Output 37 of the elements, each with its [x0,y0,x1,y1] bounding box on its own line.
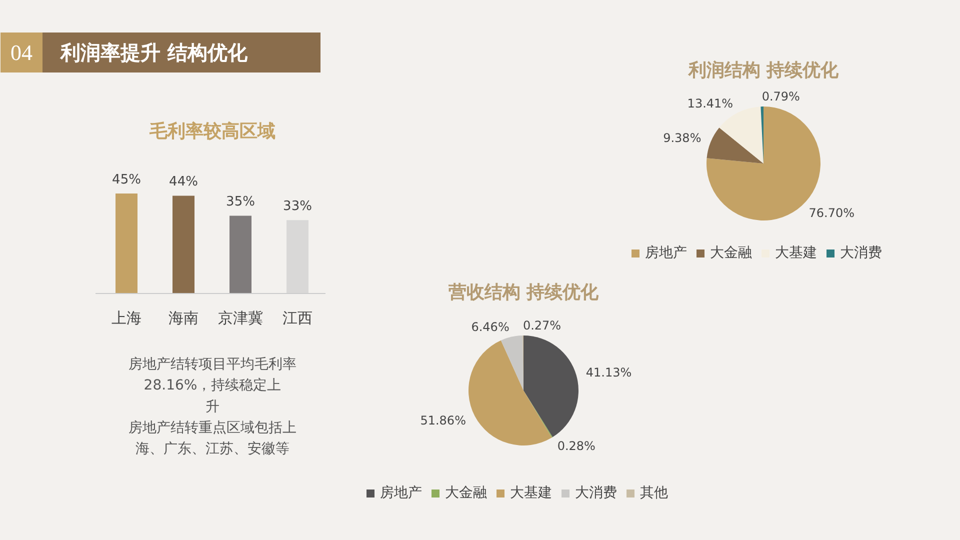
legend-label: 大金融 [710,244,752,262]
legend-label: 大基建 [775,244,817,262]
data-label: 44% [169,174,198,190]
bar [286,220,308,294]
data-label: 35% [226,194,255,210]
legend-label: 大消费 [840,244,882,262]
x-tick-label: 海南 [168,308,198,327]
bar [116,194,138,294]
chart-title: 利润结构 持续优化 [687,60,840,81]
text: 04 [10,40,32,65]
bar [172,196,194,294]
legend-label: 房地产 [645,244,687,262]
x-tick-label: 上海 [112,308,142,327]
data-label: 0.27% [522,318,562,333]
data-label: 76.70% [808,206,855,220]
data-label: 33% [283,199,312,214]
x-tick-label: 江西 [282,308,312,327]
data-label: 0.28% [557,438,596,453]
data-label: 13.41% [687,96,734,111]
legend-label: 大消费 [575,484,617,502]
data-label: 41.13% [586,366,632,380]
data-label: 6.46% [471,320,510,334]
bar [230,216,252,294]
data-label: 45% [112,172,141,188]
legend-label: 其他 [640,484,668,502]
data-label: 0.79% [762,89,800,104]
chart-title: 毛利率较高区域 [148,120,276,142]
legend-label: 大金融 [445,484,487,502]
text: 房地产结转项目平均毛利率28.16%，持续稳定上升 [128,356,296,415]
x-tick-label: 京津冀 [218,308,263,327]
legend-label: 房地产 [380,484,422,502]
data-label: 51.86% [420,414,466,428]
chart-title: 营收结构 持续优化 [447,282,600,303]
legend-label: 大基建 [510,484,552,502]
data-label: 9.38% [663,131,702,146]
text: 利润率提升 结构优化 [60,40,248,64]
text: 房地产结转重点区域包括上海、广东、江苏、安徽等 [128,420,296,458]
